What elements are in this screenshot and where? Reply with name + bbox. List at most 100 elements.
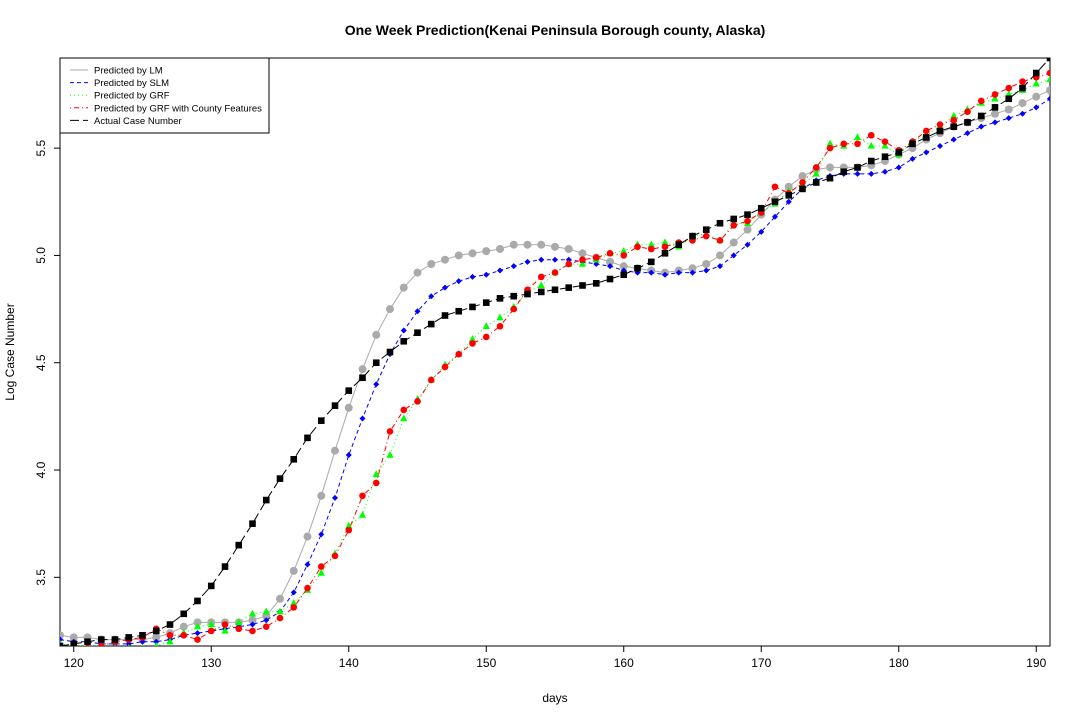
data-point	[496, 295, 504, 302]
legend-item: Predicted by LM	[70, 66, 163, 77]
data-point	[125, 640, 132, 646]
data-point	[496, 244, 504, 253]
data-point	[482, 299, 490, 306]
data-point	[675, 241, 683, 249]
data-point	[662, 271, 668, 278]
data-point	[482, 322, 490, 329]
data-point	[784, 182, 793, 191]
data-point	[661, 249, 669, 257]
legend-label: Predicted by LM	[94, 66, 163, 77]
data-point	[592, 254, 600, 261]
data-point	[758, 228, 765, 235]
data-point	[1032, 69, 1040, 77]
data-point	[248, 616, 257, 625]
data-point	[936, 127, 944, 135]
data-point	[551, 242, 559, 251]
data-point	[1004, 105, 1013, 114]
legend-label: Predicted by GRF with County Features	[94, 103, 262, 114]
data-point	[950, 136, 957, 143]
series-4	[60, 58, 1050, 646]
data-point	[716, 219, 724, 227]
data-point	[950, 123, 958, 130]
data-point	[372, 479, 380, 487]
data-point	[799, 179, 806, 186]
x-tick-label: 190	[1026, 656, 1046, 670]
data-point	[455, 350, 463, 358]
data-point	[565, 260, 573, 268]
data-point	[661, 238, 669, 246]
data-point	[427, 320, 435, 328]
data-point	[702, 260, 711, 269]
legend-item: Actual Case Number	[70, 116, 182, 127]
data-point	[344, 403, 353, 412]
data-point	[964, 119, 971, 126]
data-point	[60, 636, 63, 643]
data-point	[1046, 69, 1050, 77]
data-point	[469, 303, 476, 311]
data-point	[386, 348, 394, 356]
data-point	[497, 267, 503, 274]
data-point	[881, 138, 889, 145]
data-point	[798, 172, 807, 181]
data-point	[359, 415, 366, 422]
data-point	[716, 237, 724, 244]
data-point	[922, 127, 930, 135]
data-point	[743, 225, 752, 234]
data-point	[386, 305, 394, 314]
data-point	[593, 261, 600, 268]
data-point	[909, 140, 916, 148]
data-point	[125, 634, 133, 641]
data-point	[675, 269, 682, 276]
data-point	[455, 278, 462, 285]
data-point	[510, 305, 518, 313]
data-point	[564, 244, 573, 253]
data-point	[139, 631, 146, 639]
data-point	[1046, 58, 1050, 62]
data-point	[771, 198, 779, 206]
data-point	[606, 257, 614, 266]
data-point	[60, 631, 64, 640]
data-point	[304, 434, 311, 442]
data-point	[180, 631, 188, 639]
data-point	[468, 334, 477, 342]
data-point	[373, 381, 380, 388]
data-point	[1047, 95, 1050, 102]
data-point	[771, 183, 779, 191]
data-point	[592, 280, 600, 287]
data-point	[552, 256, 558, 263]
data-point	[688, 264, 697, 273]
data-point	[991, 109, 999, 118]
data-point	[991, 104, 999, 111]
data-point	[276, 614, 284, 622]
data-point	[262, 607, 270, 615]
data-point	[399, 283, 408, 292]
data-point	[1019, 110, 1026, 117]
data-point	[964, 130, 971, 137]
data-point	[482, 333, 490, 341]
data-point	[620, 271, 628, 279]
data-point	[977, 112, 985, 120]
data-point	[578, 249, 587, 258]
x-tick-label: 150	[476, 656, 496, 670]
data-point	[166, 621, 174, 628]
data-point	[881, 153, 889, 161]
data-point	[97, 636, 105, 643]
data-point	[427, 376, 435, 384]
data-point	[579, 282, 586, 289]
data-point	[523, 240, 532, 249]
data-point	[647, 245, 655, 253]
data-point	[689, 269, 696, 276]
data-point	[317, 491, 326, 500]
data-point	[1018, 99, 1027, 108]
data-point	[978, 123, 985, 130]
plot-frame	[59, 57, 1051, 647]
series-line	[60, 79, 1050, 646]
y-tick-label: 4.0	[34, 461, 48, 478]
data-point	[69, 633, 78, 642]
data-point	[729, 238, 738, 247]
data-point	[262, 496, 270, 504]
data-point	[276, 607, 284, 615]
data-point	[194, 597, 201, 605]
data-point	[84, 644, 91, 646]
